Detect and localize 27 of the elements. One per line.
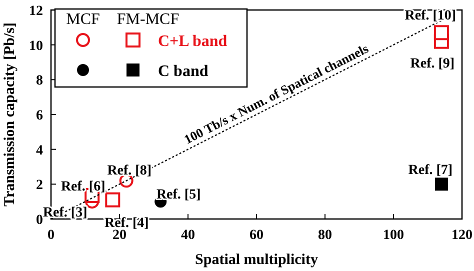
x-tick-label: 20 <box>112 228 126 243</box>
point <box>105 192 120 208</box>
annotation: FM-MCF <box>116 11 180 28</box>
x-axis-title: Spatial multiplicity <box>195 252 318 268</box>
y-tick-label: 6 <box>36 108 43 124</box>
annotation: Ref. [7] <box>408 163 453 178</box>
y-tick-label: 10 <box>29 38 43 54</box>
y-tick-label: 4 <box>36 143 43 158</box>
x-tick-label: 80 <box>318 228 332 243</box>
point <box>434 178 448 191</box>
y-tick-label: 12 <box>29 4 43 19</box>
legend-label: C+L band <box>158 33 228 50</box>
x-tick-label: 100 <box>383 228 404 243</box>
x-tick-label: 0 <box>48 228 54 243</box>
annotation: Ref. [10] <box>404 8 456 24</box>
annotation: Ref. [8] <box>107 164 152 179</box>
y-tick-label: 8 <box>36 74 43 89</box>
y-tick-label: 2 <box>36 178 43 194</box>
annotation: Ref. [9] <box>410 56 455 72</box>
legend-title: MCF <box>66 11 100 28</box>
x-tick-label: 40 <box>181 228 195 243</box>
point <box>434 25 449 40</box>
y-axis-title: Transmission capacity [Pb/s] <box>2 22 18 206</box>
y-tick-label: 0 <box>36 213 43 228</box>
x-tick-label: 60 <box>250 228 264 243</box>
legend-label: C band <box>158 63 208 80</box>
x-tick-label: 120 <box>452 228 472 243</box>
